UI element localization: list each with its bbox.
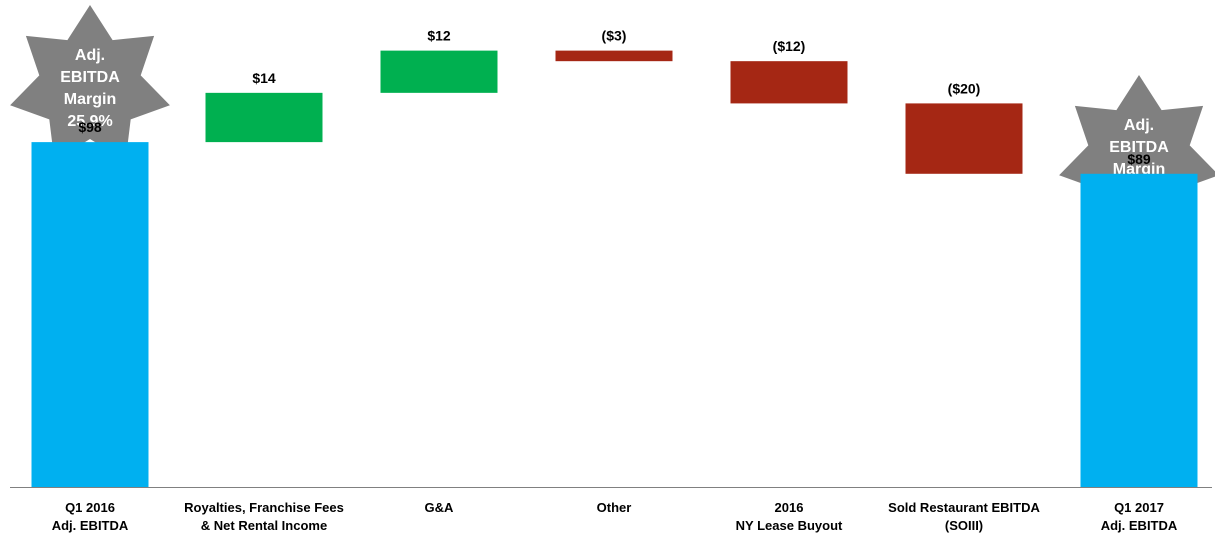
category-label-0-line-1: Adj. EBITDA [52, 518, 129, 533]
margin-badge-0-line-2: Margin [64, 91, 116, 108]
value-label-2: $12 [427, 28, 451, 44]
category-label-3: Other [597, 500, 632, 515]
category-label-4-line-0: 2016 [775, 500, 804, 515]
category-label-4: 2016 NY Lease Buyout [736, 500, 843, 533]
category-label-1-line-0: Royalties, Franchise Fees [184, 500, 344, 515]
category-label-0-line-0: Q1 2016 [65, 500, 115, 515]
bar-4 [730, 61, 848, 104]
category-label-4-line-1: NY Lease Buyout [736, 518, 843, 533]
badges-layer: Adj.EBITDAMargin25.9%Adj.EBITDAMargin31.… [10, 5, 1215, 231]
category-label-5-line-1: (SOIII) [945, 518, 983, 533]
margin-badge-0-line-3: 25.9% [67, 113, 112, 130]
value-label-1: $14 [252, 70, 276, 86]
value-label-5: ($20) [948, 80, 981, 96]
bar-6 [1080, 173, 1198, 488]
bar-0 [31, 142, 149, 487]
margin-badge-1-line-2: Margin [1113, 161, 1165, 178]
margin-badge-star-0 [10, 5, 170, 161]
value-label-4: ($12) [773, 38, 806, 54]
bar-2 [380, 50, 498, 93]
category-label-5-line-0: Sold Restaurant EBITDA [888, 500, 1040, 515]
category-labels-layer: Q1 2016 Adj. EBITDA Royalties, Franchise F… [52, 500, 1178, 533]
category-label-1-line-1: & Net Rental Income [201, 518, 327, 533]
category-label-2-line-0: G&A [425, 500, 455, 515]
value-label-6: $89 [1127, 151, 1151, 167]
category-label-0: Q1 2016 Adj. EBITDA [52, 500, 129, 533]
value-label-3: ($3) [602, 28, 627, 44]
bar-3 [555, 50, 673, 62]
margin-badge-0-line-0: Adj. [75, 47, 105, 64]
category-label-2: G&A [425, 500, 455, 515]
category-label-3-line-0: Other [597, 500, 632, 515]
bars-layer [31, 50, 1198, 488]
margin-badge-0-line-1: EBITDA [60, 69, 120, 86]
margin-badge-1-line-1: EBITDA [1109, 139, 1169, 156]
bar-1 [205, 92, 323, 143]
value-labels-layer: $98 $14 $12 ($3) ($12) ($20) $89 [78, 28, 1151, 167]
category-label-6-line-0: Q1 2017 [1114, 500, 1164, 515]
bar-5 [905, 103, 1023, 174]
margin-badge-1-line-0: Adj. [1124, 117, 1154, 134]
category-label-5: Sold Restaurant EBITDA (SOIII) [888, 500, 1040, 533]
category-label-6: Q1 2017 Adj. EBITDA [1101, 500, 1178, 533]
category-label-1: Royalties, Franchise Fees & Net Rental In… [184, 500, 344, 533]
category-label-6-line-1: Adj. EBITDA [1101, 518, 1178, 533]
value-label-0: $98 [78, 119, 102, 135]
